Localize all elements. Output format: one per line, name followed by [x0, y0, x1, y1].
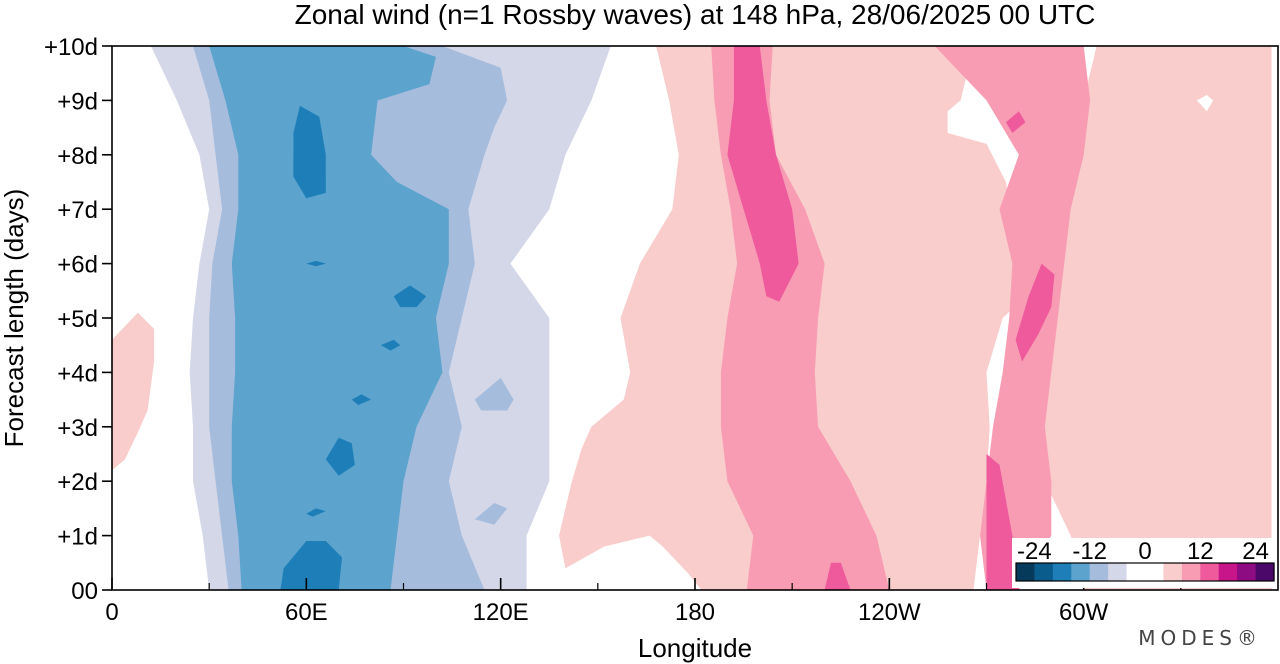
x-tick-label: 120W: [858, 599, 921, 626]
contour-band-pos8e: [934, 46, 1091, 590]
contour-band-neg16g: [306, 508, 326, 517]
contour-band-neg16b: [280, 541, 342, 590]
contour-band-neg16h: [306, 260, 326, 267]
y-axis-label: Forecast length (days): [0, 189, 29, 448]
contour-bands: [112, 46, 1272, 590]
y-axis-ticks: 00 +1d +2d +3d +4d +5d +6d +7d +8d +9d +10d: [44, 34, 112, 605]
x-axis-ticks: 0 60E 120E 180 120W 60W: [105, 578, 1182, 626]
colorbar-swatch: [1108, 563, 1128, 581]
contour-band-neg16f: [351, 394, 372, 405]
colorbar-swatch: [1163, 563, 1183, 581]
x-tick-label: 60W: [1059, 599, 1109, 626]
y-tick-label: 00: [71, 578, 98, 605]
x-axis-label: Longitude: [638, 633, 752, 663]
contour-band-neg16a: [293, 105, 326, 199]
chart-title: Zonal wind (n=1 Rossby waves) at 148 hPa…: [295, 0, 1096, 30]
y-tick-label: +7d: [57, 197, 98, 224]
contour-band-pos12c: [986, 454, 1019, 590]
colorbar-label: 0: [1138, 538, 1151, 565]
contour-band-pos4: [559, 46, 1272, 590]
contour-band-pos12b: [1015, 263, 1055, 362]
plot-area: 0 60E 120E 180 120W 60W 00 +1d +2d +3d +4d +5d +6d +…: [44, 34, 1279, 626]
colorbar-swatch: [1034, 563, 1054, 581]
x-tick-label: 60E: [285, 599, 328, 626]
colorbar-swatch: [1052, 563, 1072, 581]
colorbar-legend: -24 -12 0 12 24: [1012, 538, 1276, 588]
contour-band-pos12d: [824, 562, 851, 590]
x-tick-label: 180: [675, 599, 715, 626]
contour-band-neg12: [209, 46, 449, 590]
modes-logo: MODES®: [1138, 626, 1262, 650]
y-tick-label: +10d: [44, 34, 98, 61]
contour-band-pos12a: [727, 46, 799, 302]
y-tick-label: +1d: [57, 524, 98, 551]
colorbar-swatch: [1181, 563, 1201, 581]
colorbar-swatch: [1071, 563, 1091, 581]
colorbar-label: -12: [1072, 538, 1107, 565]
colorbar-swatch: [1089, 563, 1109, 581]
y-tick-label: +2d: [57, 469, 98, 496]
colorbar-label: -24: [1017, 538, 1052, 565]
contour-band-pos12e: [1005, 111, 1026, 133]
colorbar-swatches: [1015, 562, 1275, 582]
contour-band-neg16c: [325, 437, 355, 476]
contour-band-neg16e: [380, 339, 401, 351]
colorbar-swatch: [1145, 563, 1164, 581]
x-tick-label: 120E: [473, 599, 529, 626]
colorbar-outline: [1015, 562, 1275, 582]
contour-band-pos4w: [112, 312, 155, 471]
colorbar-swatch: [1200, 563, 1220, 581]
y-tick-label: +5d: [57, 306, 98, 333]
contour-band-neg8i: [474, 377, 514, 411]
colorbar-swatch: [1255, 563, 1275, 581]
contour-band-neg8j: [474, 503, 508, 525]
colorbar-swatch: [1126, 563, 1146, 581]
colorbar-labels: -24 -12 0 12 24: [1017, 538, 1269, 565]
colorbar-swatch: [1016, 563, 1035, 581]
y-tick-label: +8d: [57, 143, 98, 170]
y-tick-label: +3d: [57, 415, 98, 442]
colorbar-swatch: [1218, 563, 1238, 581]
colorbar-label: 24: [1242, 538, 1269, 565]
colorbar-swatch: [1237, 563, 1257, 581]
y-tick-label: +4d: [57, 360, 98, 387]
x-tick-label: 0: [105, 599, 118, 626]
y-tick-label: +9d: [57, 88, 98, 115]
colorbar-label: 12: [1187, 538, 1214, 565]
y-tick-label: +6d: [57, 252, 98, 279]
contour-band-neg16d: [393, 285, 427, 308]
contour-band-zero1: [1197, 95, 1214, 112]
